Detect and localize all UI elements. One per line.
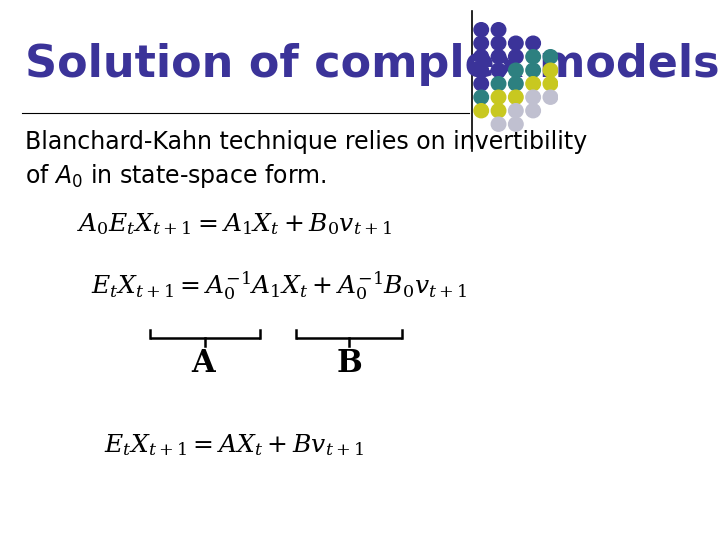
Circle shape: [526, 90, 541, 104]
Circle shape: [526, 77, 541, 91]
Circle shape: [508, 104, 523, 118]
Text: $A_0 E_t X_{t+1} = A_1 X_t + B_0 v_{t+1}$: $A_0 E_t X_{t+1} = A_1 X_t + B_0 v_{t+1}…: [77, 211, 392, 237]
Circle shape: [474, 63, 488, 77]
Text: $\mathbf{A}$: $\mathbf{A}$: [192, 348, 217, 377]
Circle shape: [526, 104, 541, 118]
Circle shape: [474, 50, 488, 64]
Circle shape: [526, 63, 541, 77]
Circle shape: [508, 63, 523, 77]
Circle shape: [491, 104, 505, 118]
Circle shape: [474, 90, 488, 104]
Circle shape: [491, 117, 505, 131]
Circle shape: [474, 77, 488, 91]
Circle shape: [543, 90, 558, 104]
Text: Solution of complex models: Solution of complex models: [25, 43, 720, 86]
Text: Blanchard-Kahn technique relies on invertibility: Blanchard-Kahn technique relies on inver…: [25, 130, 588, 153]
Text: $\mathbf{B}$: $\mathbf{B}$: [336, 348, 362, 377]
Circle shape: [543, 50, 558, 64]
Circle shape: [491, 63, 505, 77]
Circle shape: [508, 36, 523, 50]
Text: of $\mathit{A}_0$ in state-space form.: of $\mathit{A}_0$ in state-space form.: [25, 162, 327, 190]
Circle shape: [508, 90, 523, 104]
Circle shape: [508, 50, 523, 64]
Circle shape: [474, 23, 488, 37]
Circle shape: [491, 90, 505, 104]
Circle shape: [491, 50, 505, 64]
Text: $E_t X_{t+1} = A X_t + B v_{t+1}$: $E_t X_{t+1} = A X_t + B v_{t+1}$: [104, 432, 364, 458]
Circle shape: [543, 63, 558, 77]
Text: $E_t X_{t+1} = A_0^{-1} A_1 X_t + A_0^{-1} B_0 v_{t+1}$: $E_t X_{t+1} = A_0^{-1} A_1 X_t + A_0^{-…: [91, 270, 467, 303]
Circle shape: [508, 77, 523, 91]
Circle shape: [474, 36, 488, 50]
Circle shape: [526, 36, 541, 50]
Circle shape: [491, 36, 505, 50]
Circle shape: [491, 23, 505, 37]
Circle shape: [491, 77, 505, 91]
Circle shape: [543, 77, 558, 91]
Circle shape: [526, 50, 541, 64]
Circle shape: [508, 117, 523, 131]
Circle shape: [474, 104, 488, 118]
